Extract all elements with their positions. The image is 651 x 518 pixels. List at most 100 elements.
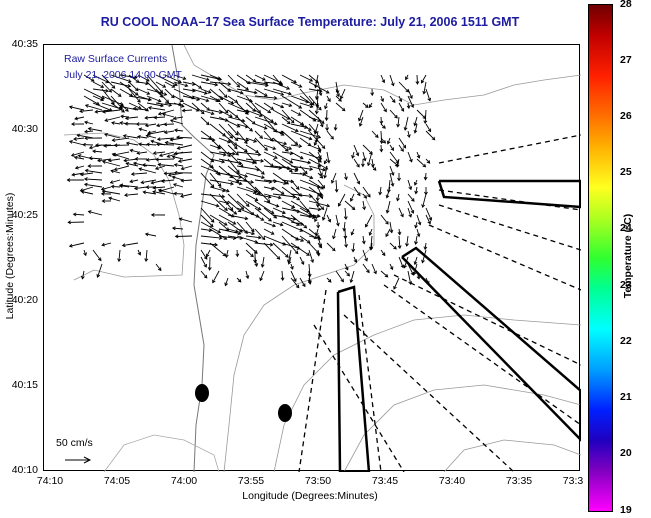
current-vector <box>344 200 355 210</box>
current-vector <box>236 130 248 144</box>
current-vector <box>299 179 321 188</box>
current-vector-head <box>298 144 303 149</box>
current-vector <box>173 81 188 87</box>
current-vector-head <box>353 259 358 263</box>
current-vector <box>407 151 413 162</box>
current-vector <box>317 242 322 248</box>
current-vector <box>259 270 265 281</box>
current-vector <box>353 172 360 185</box>
current-vector-head <box>393 245 397 250</box>
current-vector-head <box>171 226 176 231</box>
x-tick-label: 74:10 <box>36 475 64 487</box>
current-vector-head <box>73 137 77 141</box>
current-vector-head <box>301 283 306 288</box>
current-vector-head <box>267 194 272 199</box>
current-vector-head <box>73 155 78 160</box>
current-vector-head <box>125 141 130 146</box>
current-vector-head <box>385 194 390 199</box>
current-vector <box>200 109 214 115</box>
current-vector <box>104 133 121 139</box>
current-vector <box>308 123 317 133</box>
colorbar-tick-label: 25 <box>620 166 632 178</box>
current-vector-head <box>351 154 355 159</box>
current-vector <box>191 95 209 102</box>
current-vector-head <box>349 198 354 202</box>
current-vector <box>308 263 311 277</box>
current-vector-head <box>236 169 240 174</box>
current-vector <box>299 102 313 108</box>
current-vector <box>146 95 161 102</box>
current-vector <box>281 123 299 132</box>
current-vector <box>209 95 221 102</box>
current-vector <box>182 88 196 92</box>
current-vector <box>110 81 131 87</box>
current-vector-head <box>171 175 176 180</box>
current-vector <box>254 214 264 221</box>
current-vector <box>308 200 330 207</box>
current-vector <box>101 186 112 190</box>
current-vector <box>290 95 309 103</box>
current-vector <box>254 109 274 123</box>
current-vector <box>110 102 125 113</box>
current-vector-head <box>411 198 415 202</box>
current-vector <box>290 151 304 160</box>
current-vector-head <box>180 194 184 198</box>
map-plot-area[interactable] <box>43 44 581 472</box>
current-vector <box>209 158 225 163</box>
current-vector-head <box>137 251 142 256</box>
current-vector-head <box>369 246 374 251</box>
current-vector-head <box>237 231 242 236</box>
current-vector-head <box>113 143 118 148</box>
current-vector <box>119 81 139 96</box>
current-vector <box>362 186 371 198</box>
current-vector-head <box>408 213 413 218</box>
current-vector-head <box>309 101 314 106</box>
current-vector <box>92 88 109 92</box>
current-vector-head <box>66 178 71 182</box>
current-vector <box>73 213 85 216</box>
current-vector-head <box>397 245 402 250</box>
current-vector-head <box>370 163 375 168</box>
current-vector-head <box>68 243 73 248</box>
current-vector-head <box>379 140 384 145</box>
current-vector <box>290 207 312 218</box>
current-vector <box>326 109 328 121</box>
current-vector <box>165 142 184 146</box>
current-vector <box>254 179 272 183</box>
y-tick-label: 40:25 <box>11 209 38 221</box>
current-vector-head <box>266 199 271 203</box>
current-vector-head <box>88 156 93 161</box>
current-vector <box>245 74 256 83</box>
current-vector <box>191 74 210 81</box>
current-vector <box>170 119 184 125</box>
current-vector-head <box>297 112 302 116</box>
current-vector-head <box>94 143 99 148</box>
current-vector <box>331 172 337 184</box>
current-vector <box>371 165 377 171</box>
current-vector-head <box>364 257 368 262</box>
current-vector <box>227 151 244 168</box>
current-vector-head <box>337 202 342 207</box>
current-vector-head <box>203 274 208 279</box>
current-vector-head <box>209 223 214 228</box>
current-vector-head <box>70 153 75 157</box>
current-vector <box>422 193 427 208</box>
current-vector-head <box>259 113 263 118</box>
current-vector-head <box>172 183 177 187</box>
current-vector-head <box>363 194 368 199</box>
current-vector <box>159 151 175 157</box>
current-vector-head <box>344 176 348 181</box>
current-vector-head <box>87 126 92 131</box>
current-vector <box>272 109 290 120</box>
current-vector <box>236 172 248 178</box>
current-vector-head <box>68 105 73 110</box>
current-vector <box>351 151 355 159</box>
current-vector <box>158 164 175 167</box>
current-vector-head <box>270 186 275 191</box>
current-vector-head <box>403 127 408 131</box>
current-vector-head <box>245 203 250 208</box>
current-vector-head <box>163 171 168 176</box>
current-vector-head <box>408 186 413 191</box>
current-vector <box>173 95 184 102</box>
current-vector-head <box>238 181 243 186</box>
